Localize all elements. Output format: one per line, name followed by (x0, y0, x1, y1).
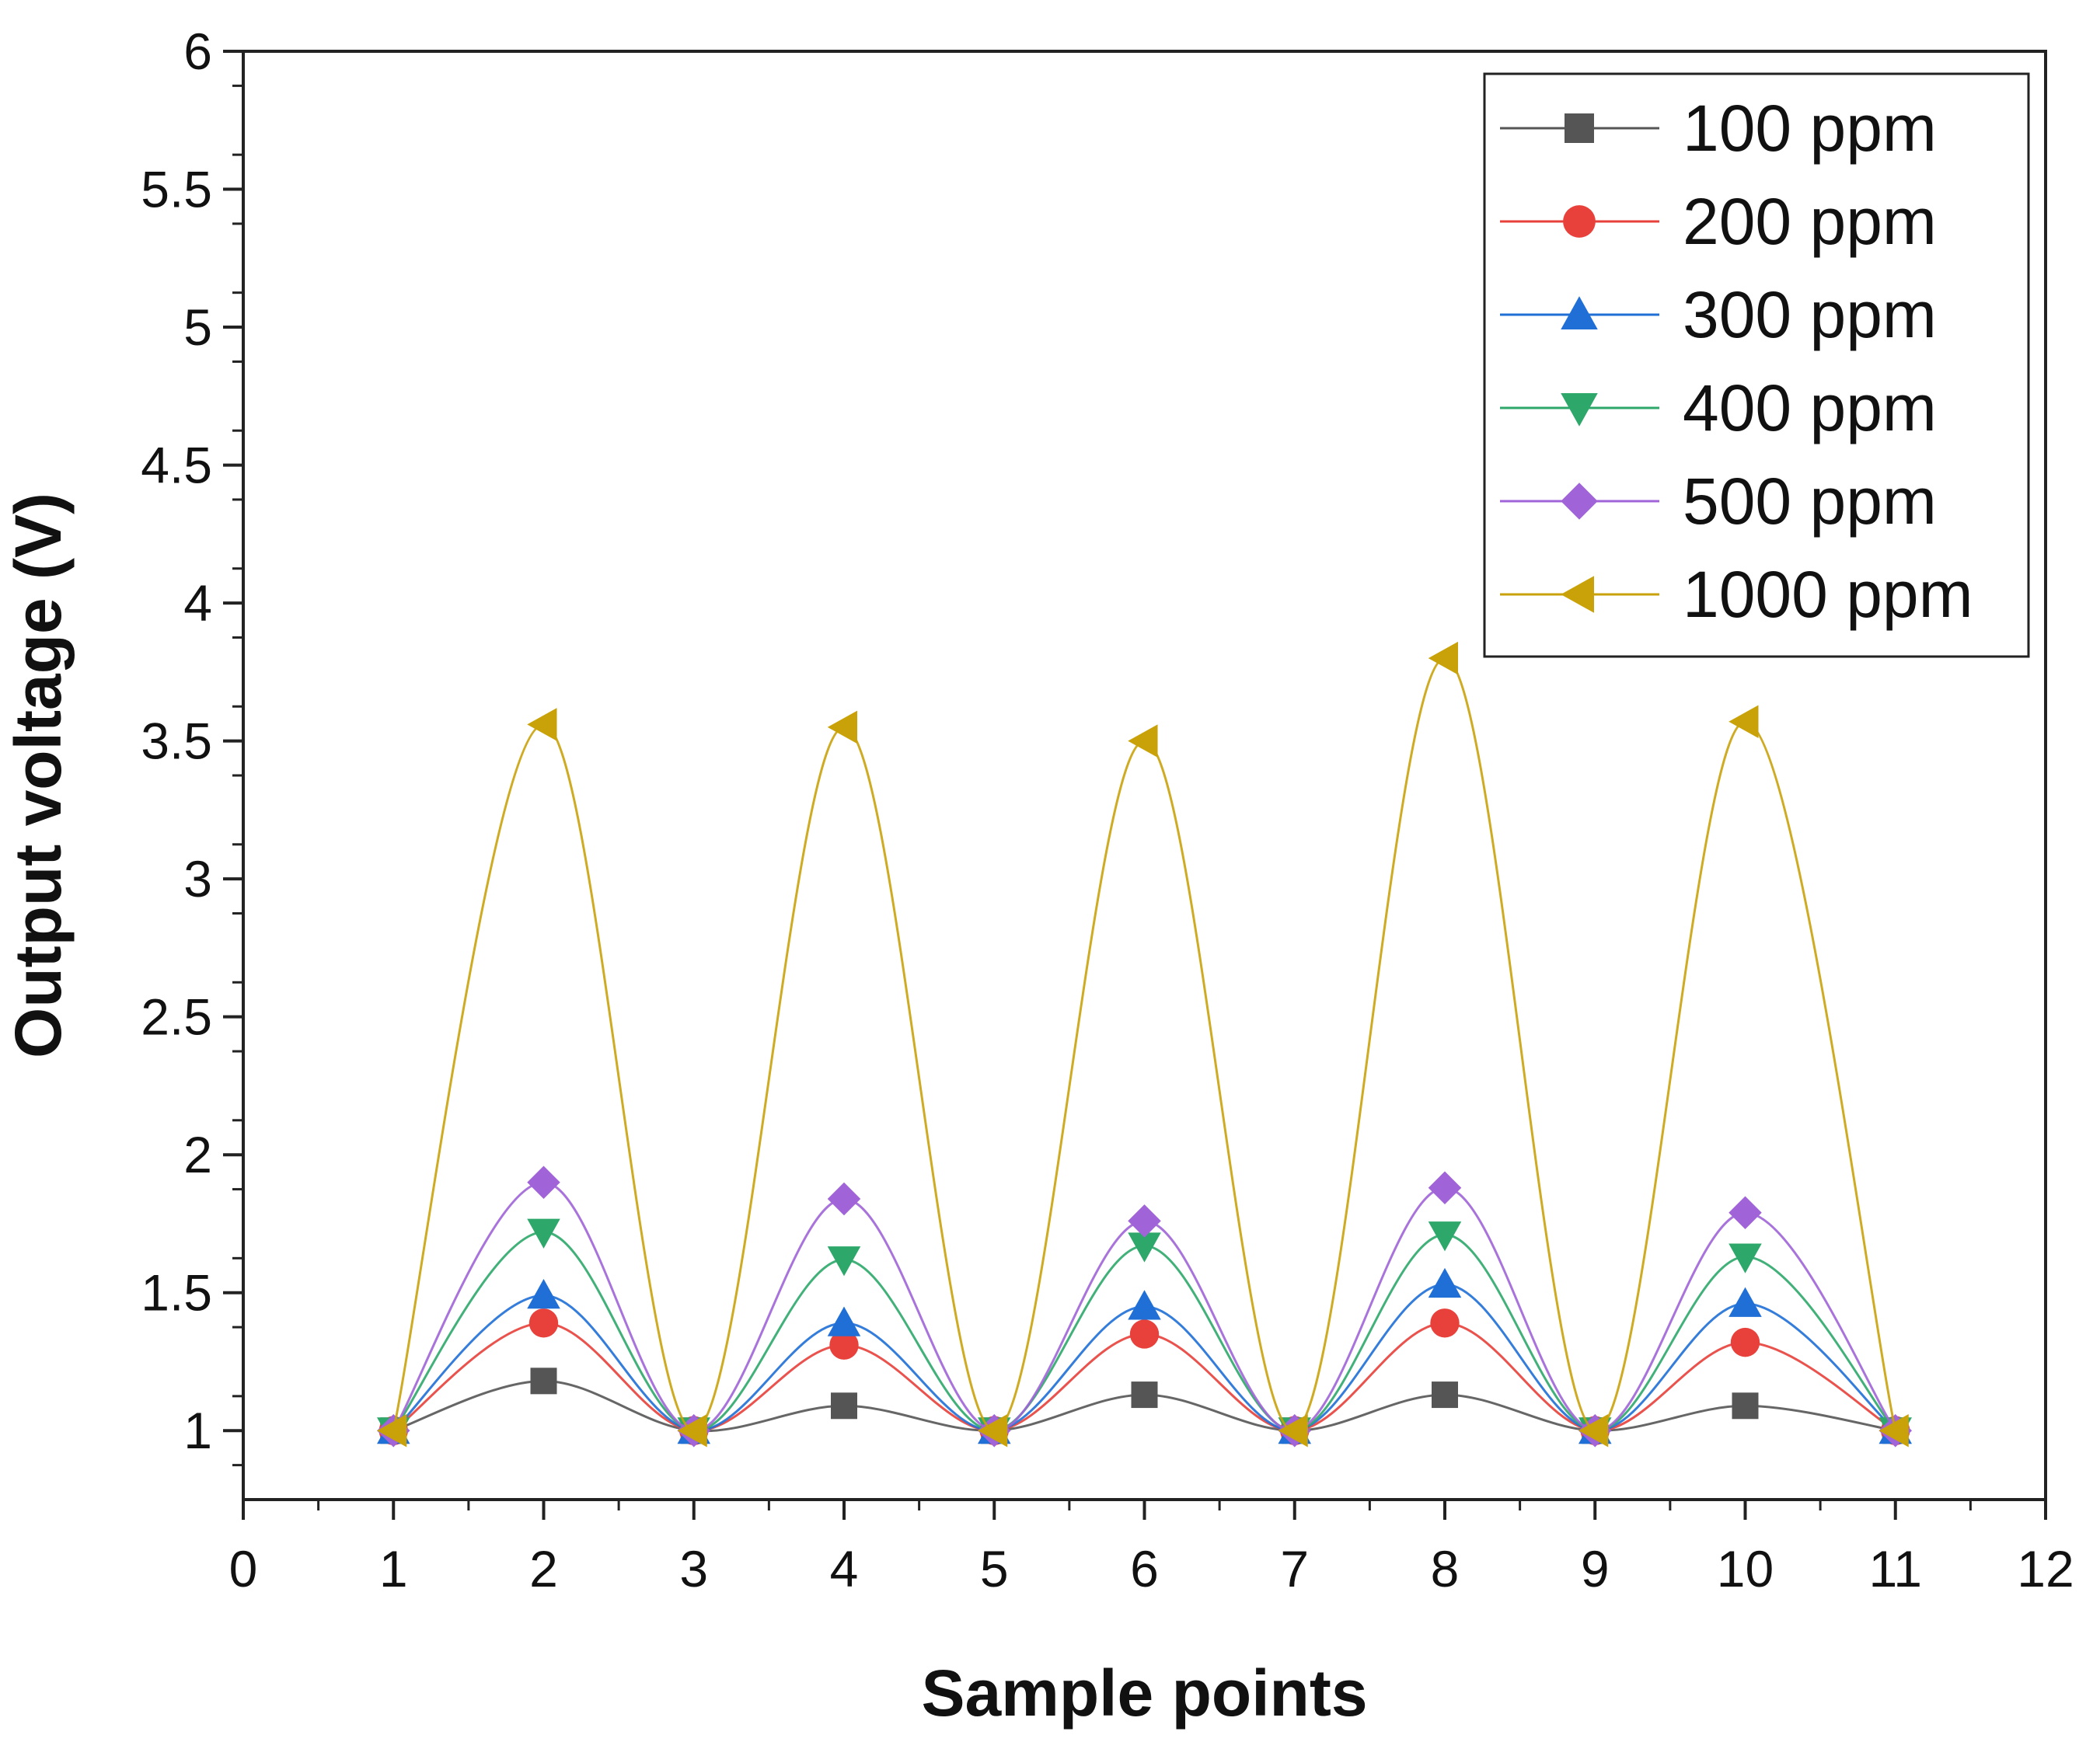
legend: 100 ppm 200 ppm 300 ppm 400 ppm 500 ppm 1000 … (1483, 72, 2030, 658)
x-tick-label: 6 (1130, 1540, 1159, 1597)
data-point (1428, 1171, 1462, 1205)
legend-label: 1000 ppm (1683, 558, 1973, 631)
series-layer (377, 641, 1912, 1448)
y-tick-label: 6 (183, 23, 212, 80)
data-point (827, 1306, 861, 1336)
data-point (1128, 1290, 1161, 1320)
data-point (1129, 1319, 1160, 1349)
legend-item: 400 ppm (1500, 371, 1937, 444)
data-point (1131, 1381, 1158, 1409)
legend-marker (1561, 483, 1598, 520)
y-axis-title: Output voltage (V) (2, 493, 75, 1058)
data-point (831, 1392, 857, 1420)
data-point (677, 1413, 707, 1448)
legend-label: 300 ppm (1683, 278, 1937, 351)
data-point (978, 1413, 1008, 1448)
x-tick-label: 12 (2017, 1540, 2074, 1597)
data-point (530, 1368, 557, 1395)
legend-item: 200 ppm (1500, 185, 1937, 258)
data-point (1428, 1267, 1462, 1298)
legend-box (1483, 72, 2030, 658)
data-point (829, 1330, 859, 1360)
data-point (1578, 1413, 1609, 1448)
data-point (1430, 1308, 1460, 1338)
y-tick-label: 2.5 (141, 988, 212, 1046)
x-tick-label: 11 (1868, 1540, 1922, 1597)
x-axis: 0 1 2 3 4 5 6 7 8 9 10 11 12 (229, 1500, 2074, 1597)
legend-marker (1565, 113, 1594, 143)
data-point (827, 710, 857, 744)
y-tick-label: 5 (183, 298, 212, 356)
y-tick-label: 3 (183, 850, 212, 908)
legend-item: 1000 ppm (1500, 558, 1973, 631)
data-point (1728, 1196, 1762, 1230)
data-point (1728, 1243, 1762, 1273)
data-point (827, 1182, 861, 1216)
y-tick-label: 1 (183, 1402, 212, 1459)
y-tick-label: 4.5 (141, 437, 212, 494)
legend-label: 100 ppm (1683, 92, 1937, 165)
data-point (1728, 1287, 1762, 1317)
legend-item: 300 ppm (1500, 278, 1937, 351)
data-point (527, 1279, 560, 1309)
x-tick-label: 4 (830, 1540, 859, 1597)
data-point (527, 1218, 560, 1249)
y-tick-label: 3.5 (141, 713, 212, 770)
legend-item: 100 ppm (1500, 92, 1937, 165)
x-tick-label: 8 (1431, 1540, 1460, 1597)
x-tick-label: 9 (1581, 1540, 1610, 1597)
legend-marker (1561, 296, 1598, 329)
y-tick-label: 4 (183, 574, 212, 632)
data-point (1878, 1413, 1909, 1448)
x-tick-label: 3 (679, 1540, 708, 1597)
y-tick-label: 5.5 (141, 161, 212, 218)
x-tick-label: 1 (379, 1540, 408, 1597)
x-axis-title: Sample points (921, 1657, 1367, 1730)
data-point (1732, 1392, 1759, 1420)
data-point (377, 1413, 407, 1448)
data-point (527, 708, 557, 741)
legend-label: 200 ppm (1683, 185, 1937, 258)
legend-label: 500 ppm (1683, 465, 1937, 538)
legend-marker (1561, 576, 1594, 613)
series-1000-ppm (377, 641, 1909, 1448)
legend-marker (1561, 393, 1598, 427)
legend-item: 500 ppm (1500, 465, 1937, 538)
x-tick-label: 5 (980, 1540, 1009, 1597)
x-tick-label: 10 (1717, 1540, 1774, 1597)
data-point (1428, 1221, 1462, 1252)
data-point (1728, 705, 1759, 739)
data-point (1428, 641, 1458, 675)
legend-label: 400 ppm (1683, 371, 1937, 444)
x-tick-label: 2 (529, 1540, 558, 1597)
data-point (527, 1165, 560, 1199)
data-point (1432, 1381, 1458, 1409)
data-point (1278, 1413, 1308, 1448)
data-point (1128, 1232, 1161, 1263)
data-point (1128, 724, 1158, 758)
x-tick-label: 7 (1280, 1540, 1309, 1597)
legend-marker (1563, 205, 1596, 238)
y-tick-label: 2 (183, 1126, 212, 1183)
data-point (1128, 1204, 1161, 1238)
x-tick-label: 0 (229, 1540, 258, 1597)
data-point (827, 1246, 861, 1277)
y-tick-label: 1.5 (141, 1264, 212, 1322)
y-axis: 1 1.5 2 2.5 3 3.5 4 4.5 5 5.5 6 (141, 23, 243, 1467)
data-point (1730, 1327, 1760, 1357)
data-point (528, 1308, 559, 1338)
